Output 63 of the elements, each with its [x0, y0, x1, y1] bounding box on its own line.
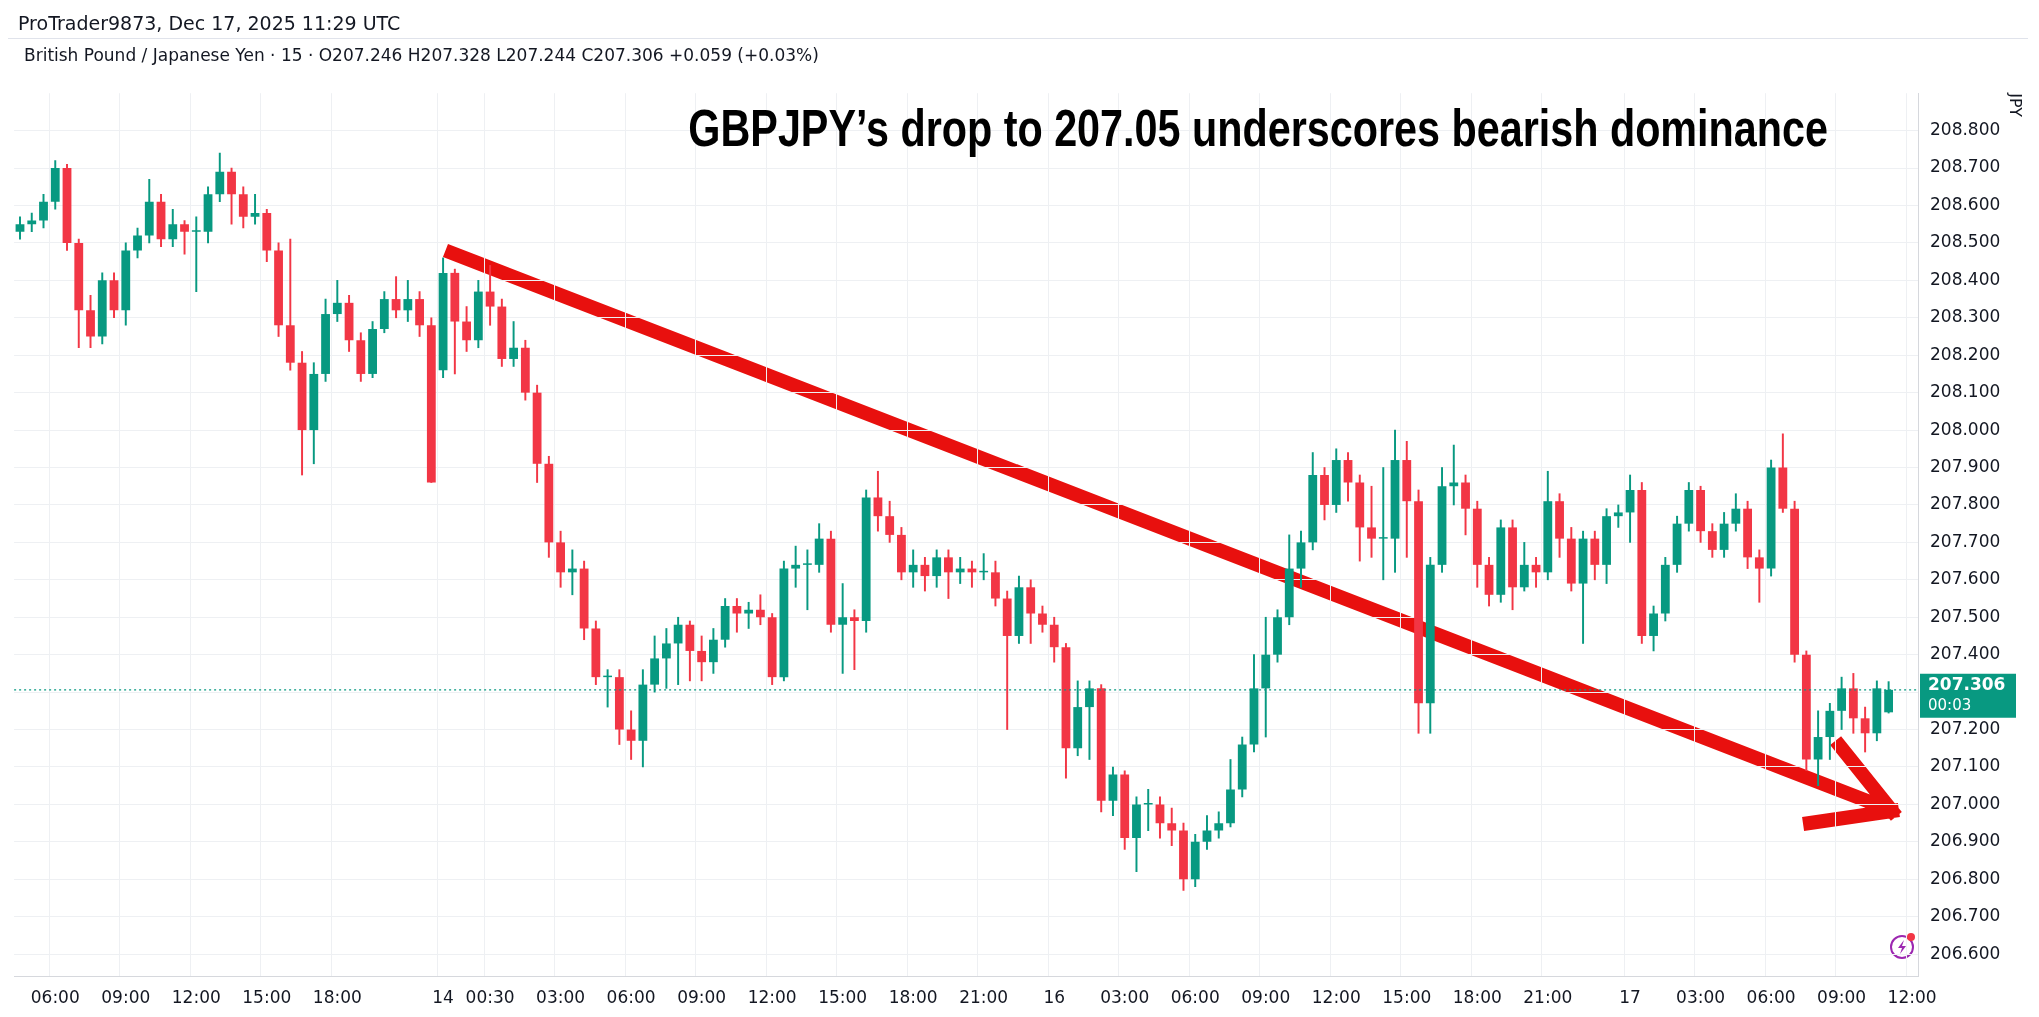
x-tick-label: 09:00 [1817, 987, 1867, 1008]
x-tick-label: 06:00 [1170, 987, 1220, 1008]
text: ProTrader9873, Dec 17, 2025 11:29 UTC [17, 11, 402, 36]
y-tick-label: 207.200 [1930, 717, 2001, 738]
y-tick-label: 206.600 [1930, 942, 2001, 963]
candlestick [250, 193, 260, 225]
candlestick [803, 549, 812, 611]
y-tick-label: 207.100 [1930, 755, 2001, 776]
x-tick-label: 00:30 [465, 987, 515, 1008]
y-tick-label: 208.800 [1930, 119, 2001, 140]
y-tick-label: 207.800 [1930, 493, 2001, 514]
x-tick-label: 03:00 [1676, 987, 1726, 1008]
x-tick-label: 21:00 [959, 987, 1009, 1008]
y-tick-label: 208.400 [1930, 268, 2001, 289]
y-tick-label: 207.700 [1930, 530, 2001, 551]
y-tick-label: 208.700 [1930, 156, 2001, 177]
y-tick-label: 208.500 [1930, 231, 2001, 252]
x-tick-label: 09:00 [677, 987, 727, 1008]
x-tick-label: 03:00 [536, 987, 586, 1008]
x-tick-label: 12:00 [1311, 987, 1361, 1008]
chart-title: GBPJPY’s drop to 207.05 underscores bearish dominance [688, 97, 1828, 157]
y-tick-label: 206.900 [1930, 830, 2001, 851]
x-tick-label: 12:00 [1887, 987, 1937, 1008]
text: 00:03 [1928, 695, 1972, 714]
candlestick [791, 545, 801, 588]
x-tick-label: 12:00 [171, 987, 221, 1008]
y-tick-label: 207.500 [1930, 605, 2001, 626]
x-tick-label: 06:00 [30, 987, 80, 1008]
x-tick-label: 21:00 [1523, 987, 1573, 1008]
x-tick-label: 06:00 [606, 987, 656, 1008]
y-tick-label: 207.600 [1930, 568, 2001, 589]
candlestick [1449, 444, 1459, 506]
x-tick-label: 18:00 [312, 987, 362, 1008]
y-tick-label: 208.200 [1930, 343, 2001, 364]
chart-subtitle: British Pound / Japanese Yen · 15 · O207.246 H207.328 L207.244 C207.306 +0.059 (+0.03%) [8, 38, 2028, 71]
y-tick-label: 206.700 [1930, 905, 2001, 926]
y-tick-label: 208.000 [1930, 418, 2001, 439]
x-tick-label: 14 [432, 987, 454, 1008]
x-tick-label: 15:00 [1382, 987, 1432, 1008]
y-tick-label: 207.000 [1930, 792, 2001, 813]
x-tick-label: 09:00 [101, 987, 151, 1008]
x-tick-label: 15:00 [242, 987, 292, 1008]
y-tick-label: 208.300 [1930, 306, 2001, 327]
ref-line-label: 207.306 [1928, 674, 2006, 695]
y-tick-label: 207.400 [1930, 643, 2001, 664]
candlestick [838, 583, 848, 674]
y-tick-label: 206.800 [1930, 867, 2001, 888]
y-tick-label: 208.100 [1930, 381, 2001, 402]
x-tick-label: 12:00 [747, 987, 797, 1008]
x-tick-label: 16 [1043, 987, 1066, 1008]
x-tick-label: 06:00 [1746, 987, 1796, 1008]
x-tick-label: 18:00 [1452, 987, 1502, 1008]
y-tick-label: 207.900 [1930, 455, 2001, 476]
x-tick-label: 03:00 [1100, 987, 1150, 1008]
candlestick [1378, 467, 1388, 581]
x-tick-label: 15:00 [818, 987, 868, 1008]
y-axis-title: JPY [2006, 92, 2026, 118]
x-tick-label: 17 [1619, 987, 1641, 1008]
x-tick-label: 18:00 [888, 987, 938, 1008]
candlestick [850, 609, 859, 670]
y-tick-label: 208.600 [1930, 193, 2001, 214]
x-tick-label: 09:00 [1241, 987, 1291, 1008]
candlestick [191, 216, 201, 292]
